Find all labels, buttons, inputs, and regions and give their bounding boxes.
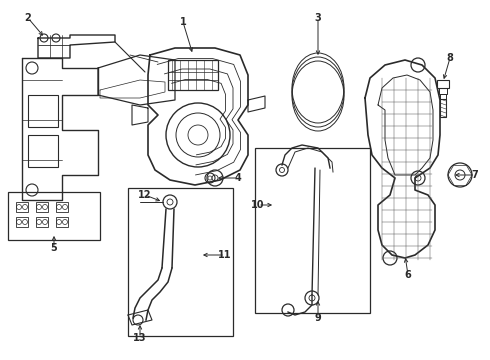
Text: 11: 11 bbox=[218, 250, 232, 260]
Text: 6: 6 bbox=[405, 270, 412, 280]
Bar bbox=[8, 192, 100, 240]
Bar bbox=[168, 60, 218, 90]
Bar bbox=[439, 88, 447, 94]
Bar bbox=[437, 80, 449, 88]
Text: 12: 12 bbox=[138, 190, 152, 200]
Bar bbox=[16, 217, 28, 227]
Text: 5: 5 bbox=[50, 243, 57, 253]
Bar bbox=[36, 217, 48, 227]
Bar bbox=[36, 202, 48, 212]
Bar bbox=[255, 148, 370, 313]
Bar bbox=[28, 95, 58, 127]
Text: 8: 8 bbox=[446, 53, 453, 63]
Text: 10: 10 bbox=[251, 200, 265, 210]
Text: 3: 3 bbox=[315, 13, 321, 23]
Text: 4: 4 bbox=[235, 173, 242, 183]
Bar bbox=[128, 188, 233, 336]
Bar bbox=[16, 202, 28, 212]
Text: 7: 7 bbox=[472, 170, 478, 180]
Bar bbox=[28, 135, 58, 167]
Text: 9: 9 bbox=[315, 313, 321, 323]
Bar bbox=[440, 94, 446, 99]
Text: 1: 1 bbox=[180, 17, 186, 27]
Text: 2: 2 bbox=[24, 13, 31, 23]
Bar bbox=[440, 99, 446, 117]
Bar bbox=[56, 217, 68, 227]
Bar bbox=[56, 202, 68, 212]
Text: 13: 13 bbox=[133, 333, 147, 343]
